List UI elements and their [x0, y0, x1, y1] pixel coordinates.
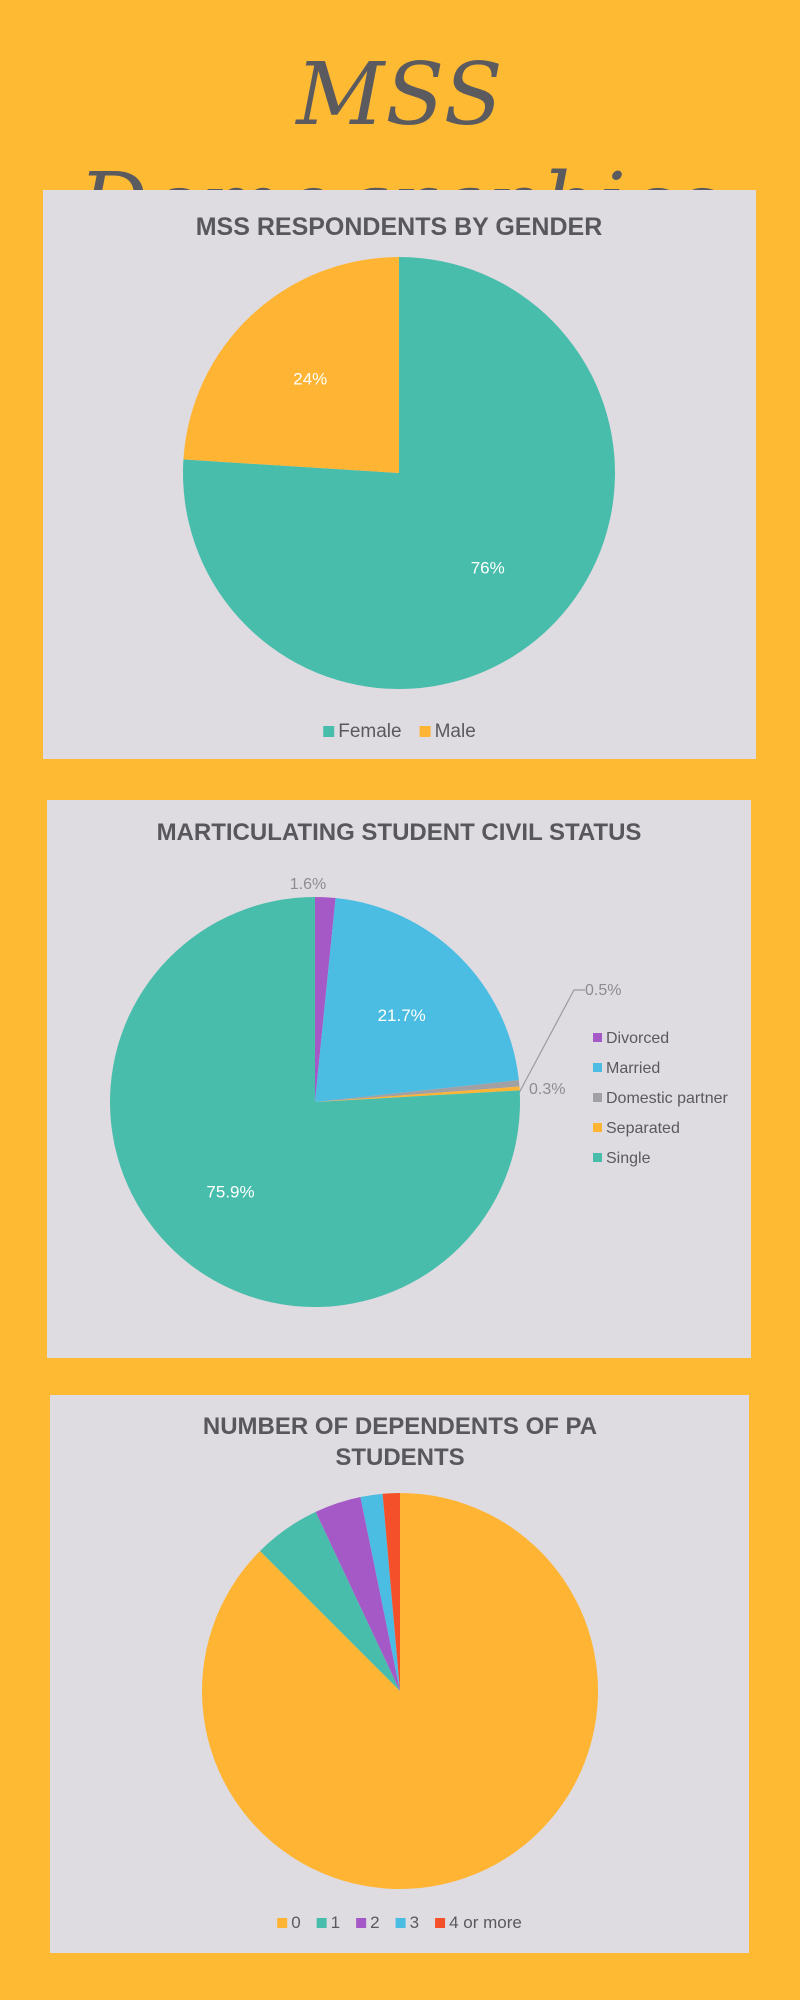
chart-title: MSS RESPONDENTS BY GENDER	[196, 213, 603, 241]
legend-label-4-or-more: 4 or more	[449, 1913, 522, 1932]
data-label-divorced: 1.6%	[290, 876, 326, 893]
legend-label-2: 2	[370, 1913, 379, 1932]
legend-swatch-2	[356, 1918, 367, 1928]
legend-label-single: Single	[606, 1150, 651, 1167]
legend-swatch-0	[277, 1918, 288, 1928]
legend-swatch-separated	[593, 1123, 602, 1132]
pie-slice-married	[315, 898, 519, 1102]
legend-label-3: 3	[410, 1913, 419, 1932]
data-label-female: 76%	[471, 558, 505, 577]
legend-swatch-single	[593, 1153, 602, 1162]
legend-swatch-1	[316, 1918, 327, 1928]
pie-slice-domestic-partner	[315, 1080, 520, 1102]
legend-label-1: 1	[331, 1913, 340, 1932]
chart-panel-civil-status: MARTICULATING STUDENT CIVIL STATUS 1.6% 21…	[47, 800, 751, 1358]
chart-title: STUDENTS	[335, 1444, 464, 1471]
legend-label-male: Male	[435, 721, 476, 742]
pie-slice-divorced	[315, 897, 336, 1102]
pie-slice-male	[183, 257, 399, 473]
chart-legend: 0 1 2 3 4 or more	[277, 1913, 522, 1932]
pie-slice-1	[259, 1511, 400, 1691]
data-label-male: 24%	[293, 370, 327, 389]
legend-label-0: 0	[291, 1913, 300, 1932]
legend-swatch-domestic-partner	[593, 1093, 602, 1102]
legend-label-domestic-partner: Domestic partner	[606, 1090, 728, 1107]
pie-slice-2	[315, 1496, 400, 1691]
data-label-single: 75.9%	[206, 1182, 254, 1201]
legend-label-separated: Separated	[606, 1120, 680, 1137]
chart-title: MARTICULATING STUDENT CIVIL STATUS	[157, 819, 642, 846]
pie-slice-4-or-more	[382, 1493, 400, 1691]
chart-title: NUMBER OF DEPENDENTS OF PA	[203, 1413, 597, 1440]
legend-label-female: Female	[338, 721, 401, 742]
legend-swatch-4-or-more	[435, 1918, 446, 1928]
legend-swatch-divorced	[593, 1033, 602, 1042]
chart-panel-dependents: NUMBER OF DEPENDENTS OF PA STUDENTS 0 1 2 3 4 …	[50, 1395, 749, 1953]
civil-status-pie-chart: MARTICULATING STUDENT CIVIL STATUS 1.6% 21…	[110, 819, 728, 1307]
data-label-separated: 0.3%	[529, 1081, 565, 1098]
chart-panel-gender: MSS RESPONDENTS BY GENDER 76% 24% Female Mal…	[43, 190, 756, 759]
pie-slice-single	[110, 897, 521, 1307]
dependents-pie-chart: NUMBER OF DEPENDENTS OF PA STUDENTS 0 1 2 3 4 …	[202, 1413, 598, 1932]
data-label-domestic-partner: 0.5%	[585, 982, 621, 999]
pie-slice-female	[182, 257, 615, 689]
legend-swatch-3	[395, 1918, 406, 1928]
leader-line	[518, 989, 585, 1094]
chart-legend: Female Male	[323, 721, 476, 742]
legend-label-divorced: Divorced	[606, 1030, 669, 1047]
legend-swatch-male	[419, 726, 431, 737]
pie-slice-3	[360, 1493, 400, 1691]
pie-slice-separated	[315, 1086, 520, 1102]
legend-swatch-female	[323, 726, 335, 737]
legend-swatch-married	[593, 1063, 602, 1072]
legend-label-married: Married	[606, 1060, 660, 1077]
pie-slice-0	[202, 1493, 598, 1889]
gender-pie-chart: MSS RESPONDENTS BY GENDER 76% 24% Female Mal…	[182, 213, 615, 742]
data-label-married: 21.7%	[378, 1006, 426, 1025]
